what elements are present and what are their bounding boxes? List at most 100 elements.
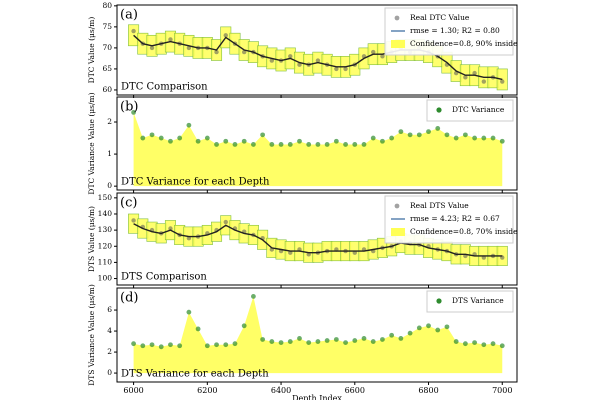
variance-point — [426, 129, 431, 135]
variance-point — [306, 340, 312, 346]
real-point — [241, 49, 247, 55]
variance-point — [324, 142, 330, 147]
y-axis-label: DTS Value (μs/m) — [87, 206, 96, 272]
legend-marker — [436, 107, 442, 113]
variance-point — [297, 138, 302, 144]
panel-label: (d) — [120, 291, 138, 306]
variance-point — [370, 135, 376, 141]
y-tick-label: 6 — [107, 305, 112, 314]
panel-title: DTC Comparison — [121, 82, 208, 93]
variance-point — [324, 338, 330, 343]
real-point — [149, 45, 155, 51]
legend-label: Real DTS Value — [410, 201, 469, 210]
real-point — [131, 28, 136, 34]
variance-point — [453, 339, 459, 344]
legend-marker — [391, 228, 405, 236]
real-point — [500, 79, 505, 84]
y-tick-label: 120 — [98, 241, 113, 250]
panel: 0 2 4 6 6000 6200 6400 6600 6800 7000 Depth Index D… — [87, 284, 518, 400]
variance-point — [315, 339, 321, 344]
legend-box — [384, 195, 514, 244]
panel: 0 1 2 DTC Variance Value (μs/m) (b) DTC Varia… — [87, 92, 518, 195]
legend-marker — [436, 298, 442, 304]
y-tick-label: 2 — [107, 347, 112, 356]
y-axis-label: DTS Variance Value (μs/m) — [87, 284, 96, 386]
variance-area — [133, 296, 503, 374]
variance-point — [444, 324, 450, 330]
variance-point — [287, 339, 293, 344]
variance-point — [416, 325, 422, 331]
variance-point — [352, 338, 358, 343]
legend-marker — [391, 40, 405, 48]
variance-point — [361, 142, 367, 147]
variance-point — [407, 330, 413, 336]
plot-frame — [116, 96, 518, 191]
prediction-line — [133, 223, 503, 257]
variance-point — [297, 336, 302, 341]
real-point — [214, 49, 219, 55]
y-tick-label: 60 — [102, 85, 112, 94]
confidence-band — [128, 213, 140, 234]
panel-label: (a) — [120, 8, 138, 23]
variance-point — [149, 132, 155, 138]
y-tick-label: 70 — [102, 43, 112, 52]
variance-point — [241, 138, 247, 144]
panel-title: DTC Variance for each Depth — [121, 177, 270, 188]
legend-label: Confidence=0.8, 90% inside — [410, 39, 518, 48]
real-point — [223, 219, 228, 225]
variance-point — [232, 142, 238, 147]
legend-marker — [394, 15, 400, 21]
variance-point — [333, 337, 339, 342]
x-tick-label: 6600 — [345, 386, 365, 395]
legend-label: rmse = 1.30; R2 = 0.80 — [410, 26, 500, 35]
variance-point — [315, 142, 321, 147]
variance-point — [168, 138, 173, 144]
variance-point — [269, 142, 275, 147]
variance-point — [186, 122, 192, 128]
y-tick-label: 1 — [107, 149, 112, 158]
plot-frame — [116, 192, 518, 286]
confidence-band — [128, 24, 140, 47]
plot-frame — [116, 4, 518, 96]
panel-label: (c) — [120, 196, 137, 211]
x-axis-label: Depth Index — [292, 394, 342, 400]
variance-point — [389, 135, 395, 141]
variance-point — [462, 132, 468, 138]
y-tick-label: 100 — [98, 274, 113, 283]
variance-point — [269, 339, 275, 344]
prediction-line — [133, 34, 503, 81]
variance-point — [223, 138, 229, 144]
y-tick-label: 150 — [98, 193, 113, 202]
real-point — [481, 79, 487, 84]
variance-point — [435, 327, 441, 333]
real-point — [131, 218, 136, 223]
variance-point — [426, 323, 431, 329]
legend-box — [426, 99, 514, 122]
variance-point — [168, 342, 173, 348]
variance-point — [251, 294, 256, 299]
variance-point — [260, 132, 266, 138]
y-tick-label: 140 — [98, 209, 113, 218]
variance-point — [260, 337, 266, 342]
variance-point — [195, 138, 201, 144]
variance-point — [251, 142, 256, 147]
x-tick-label: 6200 — [197, 386, 217, 395]
variance-point — [499, 343, 505, 349]
y-tick-label: 0 — [107, 368, 112, 377]
x-tick-label: 7000 — [492, 386, 512, 395]
variance-point — [435, 126, 441, 131]
panel-title: DTS Variance for each Depth — [121, 369, 269, 380]
variance-point — [306, 142, 312, 147]
variance-point — [380, 337, 385, 342]
variance-point — [140, 343, 146, 349]
real-point — [334, 66, 339, 72]
variance-point — [490, 135, 496, 141]
variance-point — [177, 343, 183, 349]
variance-point — [472, 135, 478, 141]
real-point — [186, 45, 192, 51]
legend-label: DTS Variance — [452, 296, 504, 305]
x-tick-label: 6400 — [271, 386, 291, 395]
real-point — [297, 62, 302, 67]
